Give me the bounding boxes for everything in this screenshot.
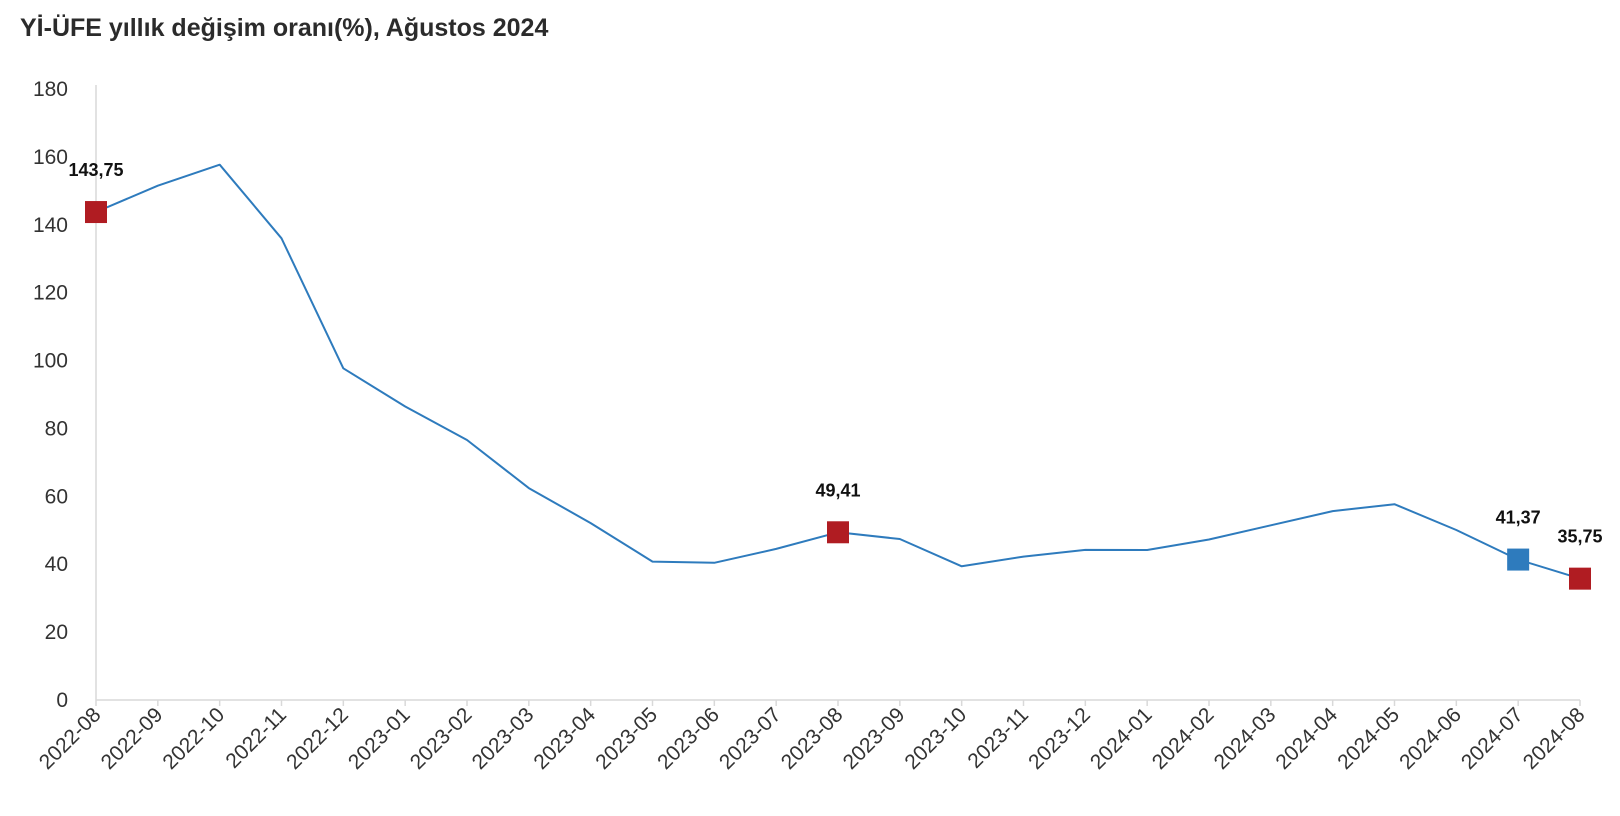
x-tick-label: 2023-10 bbox=[900, 703, 971, 774]
x-axis: 2022-082022-092022-102022-112022-122023-… bbox=[35, 699, 1590, 774]
y-tick-label: 60 bbox=[45, 485, 68, 508]
x-tick-label: 2024-07 bbox=[1457, 703, 1528, 774]
x-tick-label: 2024-08 bbox=[1519, 703, 1590, 774]
y-tick-label: 100 bbox=[33, 350, 68, 373]
y-tick-label: 40 bbox=[45, 553, 68, 576]
x-tick-label: 2024-04 bbox=[1271, 703, 1342, 774]
x-tick-label: 2023-11 bbox=[963, 703, 1033, 773]
highlight-marker bbox=[1507, 548, 1530, 571]
highlight-markers bbox=[85, 201, 1591, 590]
highlight-marker bbox=[85, 201, 107, 224]
y-axis: 0 20 40 60 80 100 120 140 160 180 bbox=[33, 78, 97, 712]
x-tick-label: 2023-07 bbox=[715, 703, 786, 774]
data-label: 143,75 bbox=[68, 160, 123, 180]
x-tick-label: 2024-03 bbox=[1210, 703, 1281, 774]
data-labels: 143,75 49,41 41,37 35,75 bbox=[68, 160, 1602, 547]
x-tick-label: 2023-06 bbox=[653, 703, 724, 774]
chart-title: Yİ-ÜFE yıllık değişim oranı(%), Ağustos … bbox=[20, 14, 549, 42]
x-tick-label: 2023-04 bbox=[529, 703, 600, 774]
x-tick-label: 2023-03 bbox=[468, 703, 539, 774]
x-tick-label: 2023-01 bbox=[344, 703, 415, 774]
y-tick-label: 0 bbox=[56, 689, 68, 712]
x-tick-label: 2023-02 bbox=[406, 703, 477, 774]
series-line bbox=[95, 163, 1581, 580]
y-tick-label: 180 bbox=[33, 78, 68, 101]
series-line-group bbox=[95, 163, 1581, 580]
data-label: 41,37 bbox=[1496, 508, 1541, 528]
x-tick-label: 2024-05 bbox=[1333, 703, 1404, 774]
highlight-marker bbox=[827, 521, 849, 544]
x-tick-label: 2022-10 bbox=[158, 703, 229, 774]
x-tick-label: 2023-08 bbox=[777, 703, 848, 774]
y-tick-label: 160 bbox=[33, 146, 68, 169]
data-label: 35,75 bbox=[1557, 527, 1602, 547]
x-tick-label: 2022-12 bbox=[282, 703, 353, 774]
y-tick-label: 20 bbox=[45, 621, 68, 644]
x-tick-label: 2024-06 bbox=[1395, 703, 1466, 774]
x-tick-label: 2022-09 bbox=[97, 703, 168, 774]
x-tick-label: 2023-12 bbox=[1024, 703, 1095, 774]
x-tick-label: 2024-01 bbox=[1086, 703, 1157, 774]
y-tick-label: 80 bbox=[45, 417, 68, 440]
data-label: 49,41 bbox=[815, 480, 860, 500]
y-tick-label: 140 bbox=[33, 214, 68, 237]
x-tick-label: 2023-09 bbox=[839, 703, 910, 774]
highlight-marker bbox=[1569, 567, 1591, 590]
x-tick-label: 2022-11 bbox=[221, 703, 291, 773]
x-tick-label: 2022-08 bbox=[35, 703, 106, 774]
x-tick-label: 2023-05 bbox=[591, 703, 662, 774]
x-tick-label: 2024-02 bbox=[1148, 703, 1219, 774]
y-tick-label: 120 bbox=[33, 282, 68, 305]
